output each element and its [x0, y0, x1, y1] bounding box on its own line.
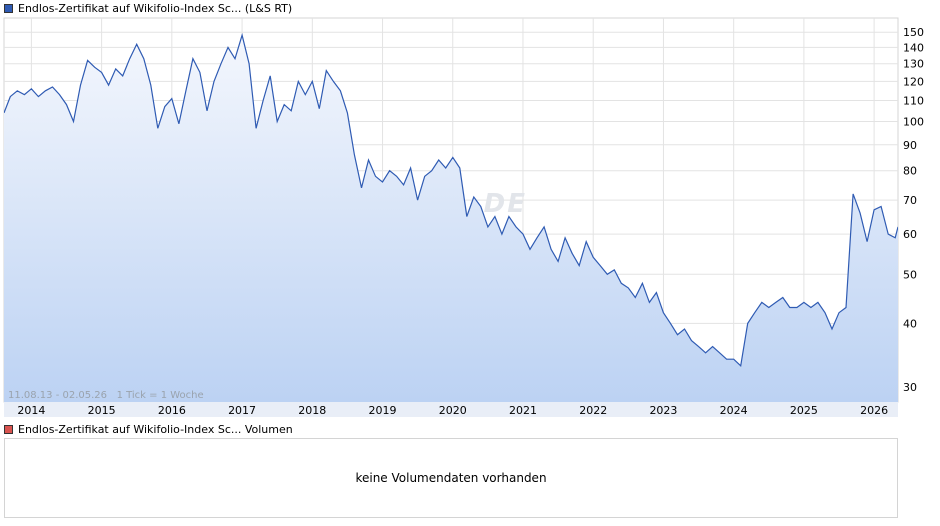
x-tick-label: 2018: [298, 404, 326, 417]
y-tick-label: 100: [903, 116, 924, 129]
x-tick-label: 2025: [790, 404, 818, 417]
y-tick-label: 80: [903, 165, 917, 178]
y-tick-label: 110: [903, 95, 924, 108]
y-tick-label: 50: [903, 268, 917, 281]
y-tick-label: 150: [903, 26, 924, 39]
y-tick-label: 90: [903, 139, 917, 152]
price-legend-label: Endlos-Zertifikat auf Wikifolio-Index Sc…: [18, 2, 293, 15]
y-tick-label: 130: [903, 58, 924, 71]
x-axis: 2014 2015 2016 2017 2018 2019 2020 2021 2022 2023…: [17, 404, 888, 417]
x-tick-label: 2014: [17, 404, 45, 417]
x-tick-label: 2021: [509, 404, 537, 417]
price-legend: Endlos-Zertifikat auf Wikifolio-Index Sc…: [4, 2, 292, 15]
y-tick-label: 40: [903, 317, 917, 330]
x-tick-label: 2026: [860, 404, 888, 417]
x-tick-label: 2020: [439, 404, 467, 417]
volume-legend-label: Endlos-Zertifikat auf Wikifolio-Index Sc…: [18, 423, 293, 436]
y-tick-label: 140: [903, 41, 924, 54]
x-tick-label: 2019: [369, 404, 397, 417]
volume-legend-swatch: [4, 425, 13, 434]
x-tick-label: 2022: [579, 404, 607, 417]
y-tick-label: 60: [903, 228, 917, 241]
x-tick-label: 2023: [649, 404, 677, 417]
volume-legend: Endlos-Zertifikat auf Wikifolio-Index Sc…: [4, 423, 293, 436]
price-chart: ARIVA.DE 3040506070809010011012013014015…: [3, 17, 924, 417]
volume-panel: keine Volumendaten vorhanden: [4, 438, 898, 518]
no-volume-message: keine Volumendaten vorhanden: [355, 471, 547, 485]
price-area: [4, 35, 898, 402]
x-tick-label: 2015: [88, 404, 116, 417]
x-tick-label: 2016: [158, 404, 186, 417]
y-tick-label: 30: [903, 381, 917, 394]
y-tick-label: 120: [903, 75, 924, 88]
y-axis: 30 40 50 60 70 80 90 100 110 120 130 140 150: [903, 26, 924, 394]
price-legend-swatch: [4, 4, 13, 13]
x-axis-band: [4, 402, 898, 417]
y-tick-label: 70: [903, 194, 917, 207]
range-note: 11.08.13 - 02.05.26 1 Tick = 1 Woche: [8, 390, 204, 401]
x-tick-label: 2024: [720, 404, 748, 417]
price-line: [4, 32, 898, 368]
x-tick-label: 2017: [228, 404, 256, 417]
